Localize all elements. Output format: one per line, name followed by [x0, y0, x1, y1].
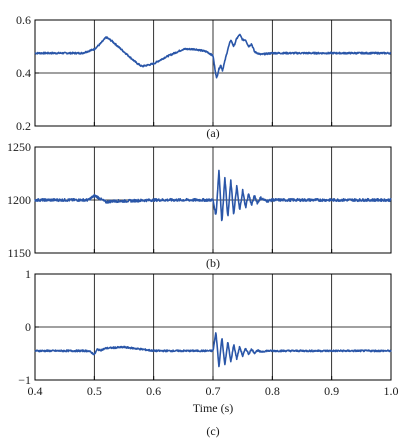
y-tick-label: 1150 [7, 246, 31, 260]
y-tick-label: 0.6 [16, 13, 31, 27]
x-tick-label: 0.7 [206, 384, 221, 398]
y-tick-label: 0 [25, 320, 31, 334]
x-tick-label: 0.6 [146, 384, 161, 398]
y-tick-label: 0.4 [16, 66, 31, 80]
y-tick-label: 0.2 [16, 119, 31, 133]
y-tick-label: 1 [25, 267, 31, 281]
y-tick-label: 1200 [7, 193, 31, 207]
y-tick-label: 1250 [7, 140, 31, 154]
panel-caption: (a) [206, 126, 219, 140]
y-tick-label: −1 [18, 373, 31, 387]
x-tick-label: 0.5 [87, 384, 102, 398]
x-tick-label: 0.4 [28, 384, 43, 398]
x-tick-label: 0.9 [324, 384, 339, 398]
x-axis-title: Time (s) [193, 401, 234, 415]
x-tick-label: 1.0 [384, 384, 399, 398]
x-tick-label: 0.8 [265, 384, 280, 398]
series-line [34, 332, 392, 368]
series-line [34, 33, 392, 79]
panel-caption: (b) [206, 256, 220, 270]
series-line [34, 169, 392, 222]
panel-caption: (c) [206, 424, 219, 438]
